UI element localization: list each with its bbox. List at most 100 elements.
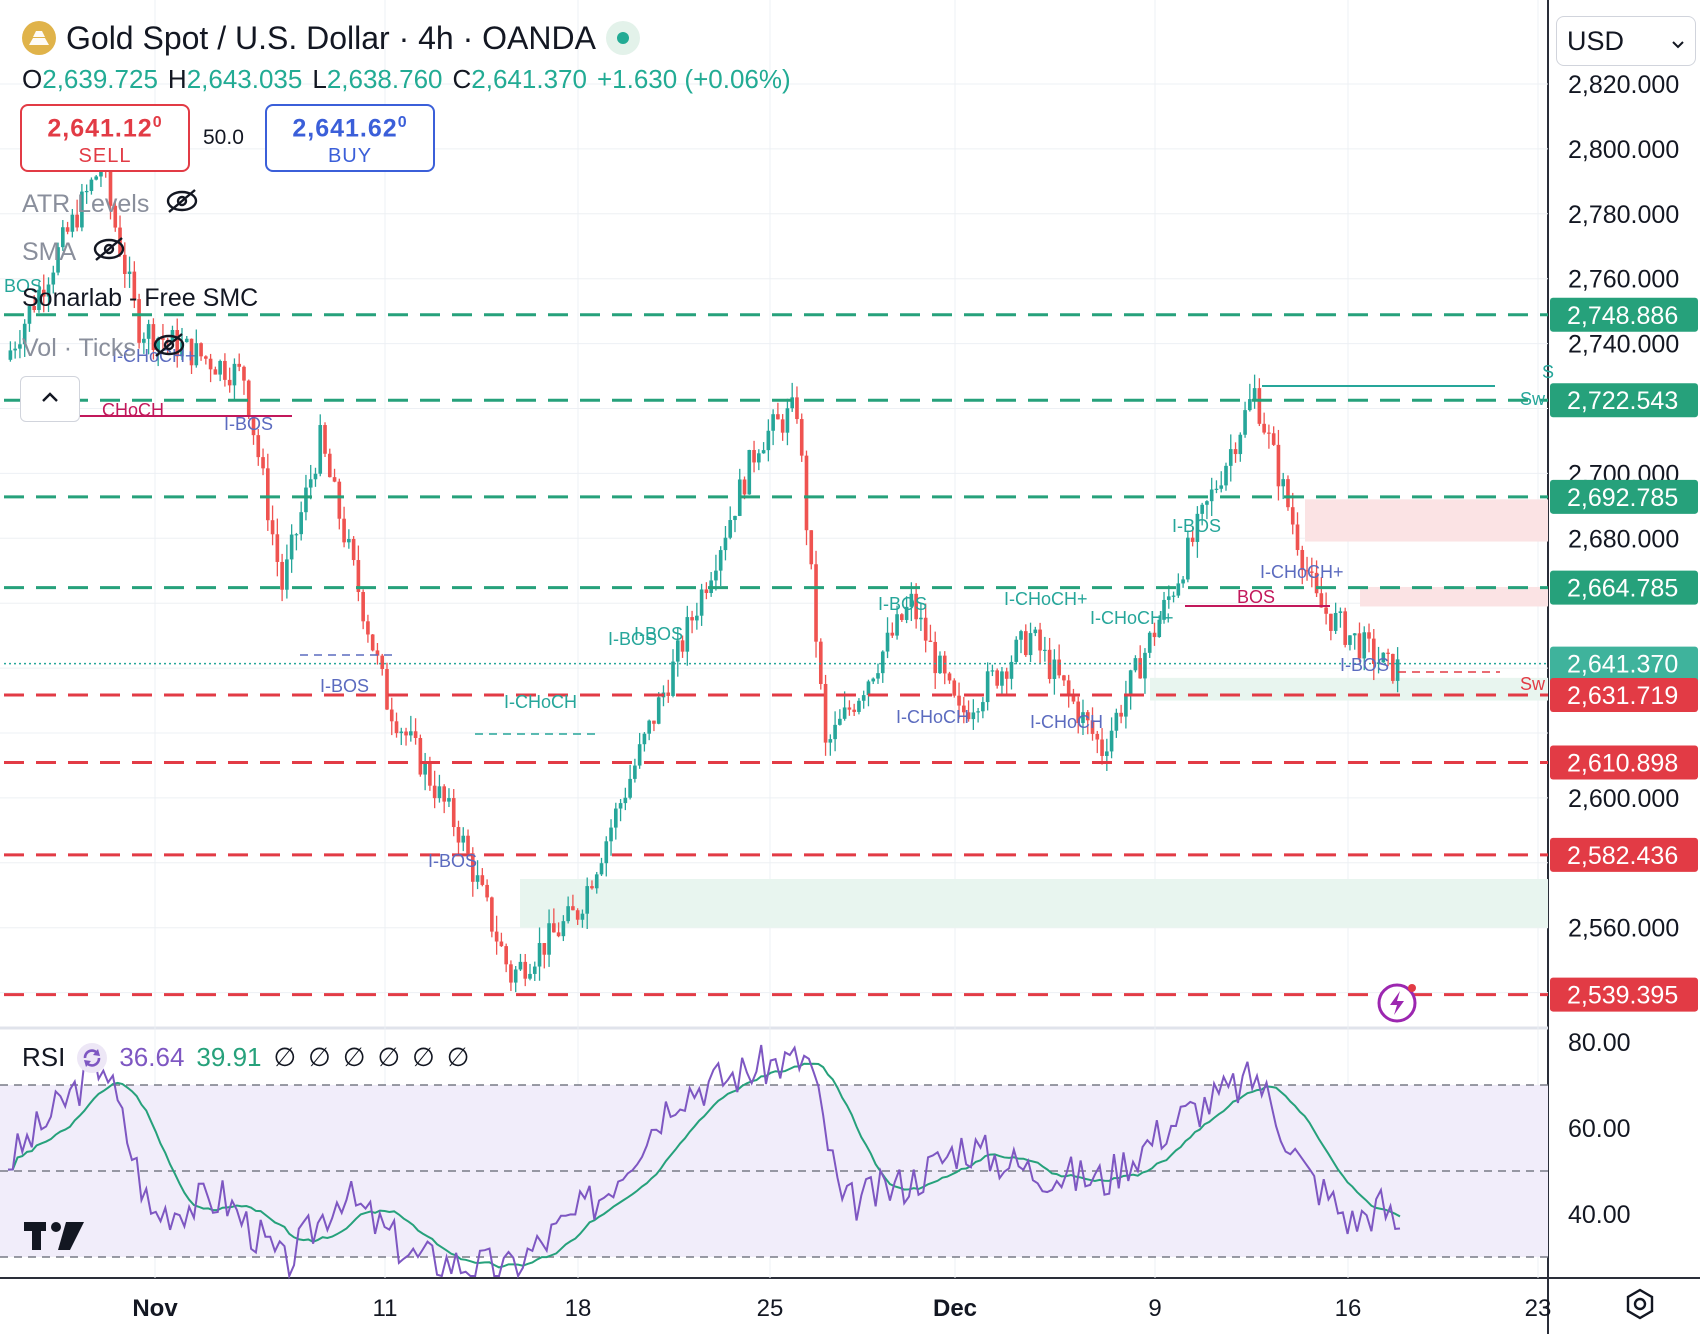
candle-body bbox=[218, 360, 222, 375]
candles bbox=[8, 156, 1400, 993]
candle-body bbox=[671, 661, 675, 696]
candle bbox=[885, 617, 890, 659]
candle bbox=[1176, 573, 1181, 598]
candle bbox=[776, 402, 780, 420]
candle bbox=[1205, 500, 1209, 520]
price-tick: 2,560.000 bbox=[1568, 915, 1679, 943]
candle bbox=[604, 836, 609, 877]
candle-body bbox=[1062, 675, 1066, 681]
refresh-icon[interactable] bbox=[77, 1042, 108, 1073]
candle-body bbox=[923, 617, 928, 641]
candle-body bbox=[32, 306, 37, 311]
candle-body bbox=[447, 798, 451, 802]
candle-body bbox=[1176, 583, 1181, 596]
candle-body bbox=[890, 632, 895, 636]
price-tag: 2,631.719 bbox=[1550, 677, 1698, 712]
buy-button[interactable]: 2,641.620 BUY bbox=[265, 104, 435, 172]
candle bbox=[89, 177, 94, 195]
collapse-legend-button[interactable] bbox=[20, 376, 80, 422]
candle-body bbox=[370, 634, 375, 651]
candle bbox=[1119, 704, 1123, 724]
candle bbox=[108, 163, 113, 220]
candle-body bbox=[1319, 593, 1324, 608]
low-value: 2,638.760 bbox=[326, 64, 443, 94]
candle bbox=[757, 449, 761, 471]
sell-button[interactable]: 2,641.120 SELL bbox=[20, 104, 190, 172]
grid bbox=[0, 0, 1548, 1278]
candle bbox=[652, 720, 656, 732]
candle-body bbox=[1085, 712, 1090, 721]
candle bbox=[509, 960, 513, 992]
candle bbox=[289, 524, 294, 573]
candle bbox=[656, 692, 661, 725]
smc-label: I-BOS bbox=[428, 851, 477, 871]
candle bbox=[928, 624, 933, 643]
eye-off-icon[interactable] bbox=[165, 188, 199, 221]
candle bbox=[1357, 622, 1362, 662]
smc-label: I-BOS bbox=[224, 414, 273, 434]
candle bbox=[1062, 674, 1066, 686]
candle-body bbox=[528, 973, 532, 979]
tradingview-logo[interactable] bbox=[24, 1218, 88, 1257]
candle bbox=[456, 820, 461, 856]
candle bbox=[1209, 477, 1214, 517]
candle bbox=[718, 546, 723, 587]
price-tag-bg bbox=[1550, 297, 1698, 332]
candle bbox=[265, 453, 270, 531]
candle-body bbox=[418, 737, 423, 775]
smc-label: I-BOS bbox=[320, 676, 369, 696]
candle-body bbox=[70, 214, 75, 232]
eye-off-icon[interactable] bbox=[152, 332, 186, 365]
candle-body bbox=[647, 720, 651, 734]
symbol-title[interactable]: Gold Spot / U.S. Dollar · 4h · OANDA bbox=[66, 19, 596, 56]
candle bbox=[1233, 442, 1238, 463]
gear-icon[interactable] bbox=[1624, 1288, 1656, 1325]
candle-body bbox=[1028, 633, 1033, 656]
price-tick: 2,820.000 bbox=[1568, 71, 1679, 99]
candle-body bbox=[985, 671, 990, 703]
candle-body bbox=[814, 564, 818, 642]
indicator-sonarlab[interactable]: Sonarlab - Free SMC bbox=[22, 284, 258, 313]
candle-body bbox=[699, 589, 704, 616]
candle-body bbox=[428, 762, 432, 786]
candle-body bbox=[275, 534, 280, 562]
candle bbox=[1004, 667, 1009, 695]
candle-body bbox=[633, 765, 637, 779]
candle-body bbox=[1000, 671, 1004, 686]
candle bbox=[27, 304, 32, 332]
indicator-vol-ticks[interactable]: Vol · Ticks bbox=[22, 332, 186, 365]
price-tick: 2,740.000 bbox=[1568, 331, 1679, 359]
candle-body bbox=[208, 358, 213, 370]
candle-body bbox=[1214, 488, 1219, 490]
candle-body bbox=[1186, 537, 1190, 580]
price-tag: 2,748.886 bbox=[1550, 297, 1698, 332]
candle bbox=[714, 554, 718, 591]
candle-body bbox=[752, 450, 756, 463]
candle bbox=[1338, 607, 1343, 628]
candle bbox=[142, 332, 146, 354]
candle-body bbox=[1295, 524, 1300, 550]
indicator-sma[interactable]: SMA bbox=[22, 236, 126, 269]
candle-body bbox=[27, 306, 32, 324]
lightning-icon[interactable] bbox=[1376, 978, 1422, 1029]
candle bbox=[609, 819, 613, 856]
candle bbox=[1248, 383, 1252, 412]
candle bbox=[876, 663, 880, 684]
candle-body bbox=[356, 560, 361, 592]
indicator-atr-levels[interactable]: ATR Levels bbox=[22, 188, 199, 221]
candle bbox=[146, 319, 151, 355]
candle-body bbox=[399, 731, 404, 734]
candle-body bbox=[461, 835, 466, 843]
currency-select[interactable]: USD bbox=[1556, 16, 1696, 66]
candle-body bbox=[409, 731, 413, 736]
candle-body bbox=[790, 397, 795, 409]
candle bbox=[613, 802, 618, 840]
eye-off-icon[interactable] bbox=[92, 236, 126, 269]
candle-body bbox=[1329, 613, 1333, 631]
candle bbox=[532, 961, 537, 981]
candle-body bbox=[652, 720, 656, 724]
candle bbox=[8, 341, 13, 362]
candle bbox=[237, 353, 242, 372]
candle bbox=[957, 682, 961, 719]
